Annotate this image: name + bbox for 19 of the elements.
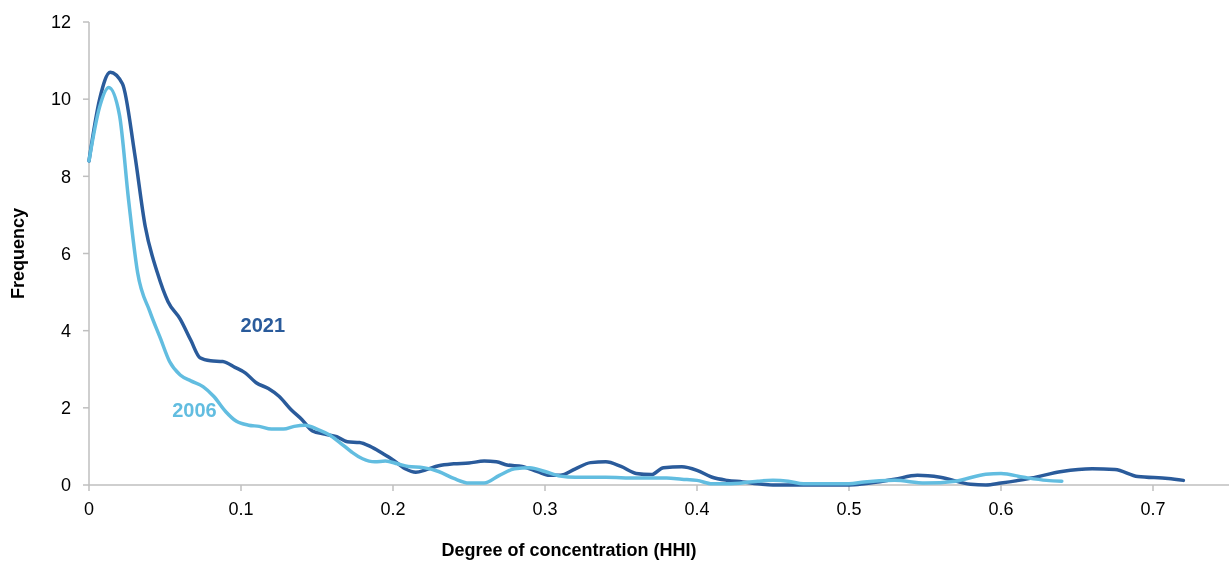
y-tick-label: 2 — [60, 398, 71, 419]
x-tick-label: 0.3 — [532, 499, 558, 519]
y-tick-label: 6 — [60, 243, 71, 264]
y-tick-label: 10 — [50, 89, 71, 110]
series-label: 2006 — [172, 398, 217, 421]
y-tick-label: 12 — [50, 12, 71, 33]
y-tick-label: 4 — [60, 320, 71, 341]
x-tick-label: 0.5 — [836, 499, 862, 519]
y-tick-label: 8 — [60, 166, 71, 187]
x-tick-label: 0.7 — [1140, 499, 1166, 519]
x-tick-label: 0.2 — [380, 499, 406, 519]
x-tick-label: 0.4 — [684, 499, 710, 519]
x-tick-label: 0 — [83, 499, 95, 519]
x-tick-label: 0.1 — [228, 499, 254, 519]
x-axis-title: Degree of concentration (HHI) — [441, 540, 697, 560]
y-axis-title: Frequency — [8, 207, 28, 300]
y-tick-label: 0 — [60, 475, 71, 496]
series-label: 2021 — [240, 314, 286, 337]
x-tick-label: 0.6 — [988, 499, 1014, 519]
